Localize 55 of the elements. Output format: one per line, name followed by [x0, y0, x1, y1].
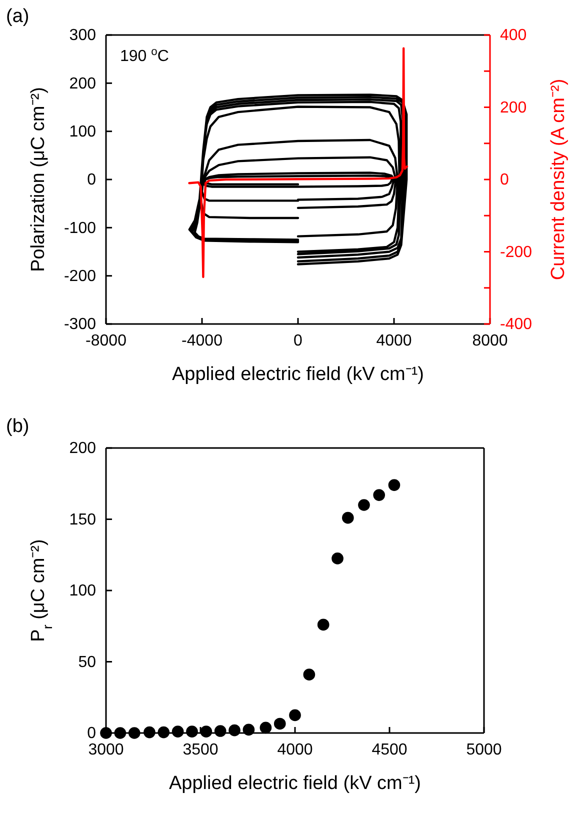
y-tick-label: -200	[64, 268, 96, 285]
y-tick-label: 0	[87, 725, 96, 742]
point	[172, 726, 184, 738]
point	[289, 709, 301, 722]
x-tick-label: 5000	[466, 741, 502, 758]
x-tick-label: 8000	[472, 332, 508, 350]
y2-tick-label: 0	[500, 172, 509, 189]
y-tick-label: 50	[78, 654, 96, 671]
point	[158, 726, 170, 738]
text: (a)	[6, 6, 30, 27]
point	[186, 726, 198, 738]
y-tick-label: 200	[69, 440, 96, 458]
point	[200, 726, 212, 738]
x-axis-title: Applied electric field (kV cm⁻¹)	[168, 773, 422, 794]
x-tick-label: 0	[294, 332, 303, 350]
annotation: 190 $^{o}$C	[120, 46, 169, 65]
point	[342, 512, 354, 524]
x-tick-label: 4500	[372, 741, 408, 758]
y2-tick-label: 400	[500, 27, 527, 44]
line-series	[188, 47, 408, 278]
y-tick-label: 150	[69, 511, 96, 528]
point	[260, 722, 272, 734]
y-tick-label: 200	[69, 75, 96, 92]
point	[242, 724, 255, 736]
y-tick-label: 0	[87, 172, 96, 189]
point	[332, 552, 344, 564]
x-tick-label: 3500	[182, 741, 218, 758]
point	[303, 668, 316, 680]
point	[274, 718, 286, 730]
y2-tick-label: 200	[500, 99, 527, 116]
point	[358, 499, 370, 511]
point	[114, 727, 126, 739]
y-tick-label: 300	[69, 27, 96, 44]
y-tick-label: 100	[69, 582, 96, 600]
y2-tick-label: -200	[500, 244, 532, 261]
y-axis-title: Polarization (μC cm⁻²)	[28, 87, 49, 272]
point	[128, 727, 140, 739]
x-tick-label: 4000	[376, 332, 412, 350]
y-tick-label: 100	[69, 123, 96, 140]
x-tick-label: -8000	[86, 332, 127, 350]
y-tick-label: -100	[64, 220, 96, 237]
x-tick-label: -4000	[182, 332, 223, 350]
y-tick-label: -300	[64, 316, 96, 334]
x-tick-label: 3000	[88, 741, 124, 758]
point	[388, 479, 400, 491]
text: (b)	[6, 416, 30, 437]
x-tick-label: 4000	[277, 741, 313, 758]
point	[144, 726, 156, 738]
x-axis-title: Applied electric field (kV cm⁻¹)	[172, 364, 424, 385]
y2-axis-title: Current density (A cm⁻²)	[548, 78, 569, 280]
point	[214, 725, 226, 737]
y2-tick-label: -400	[500, 316, 532, 334]
point	[373, 489, 386, 501]
point	[317, 618, 330, 631]
point	[228, 724, 240, 736]
